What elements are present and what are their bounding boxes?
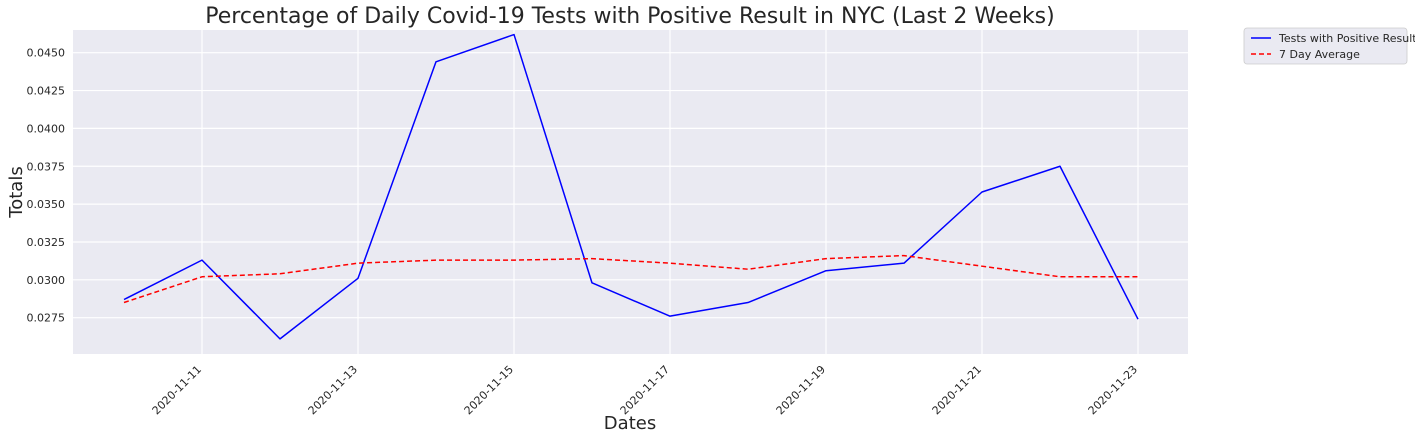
x-tick-label: 2020-11-15: [462, 363, 516, 417]
series-line-positive: [123, 33, 1139, 340]
x-tick-label: 2020-11-17: [618, 363, 672, 417]
legend: Tests with Positive Result 7 Day Average: [1243, 27, 1415, 65]
y-tick-label: 0.0450: [27, 47, 66, 60]
legend-box: [1243, 27, 1408, 65]
y-axis-ticks: 0.0275 0.0300 0.0325 0.0350 0.0375 0.0400 0.04…: [27, 47, 66, 325]
x-tick-label: 2020-11-19: [774, 363, 828, 417]
chart-title: Percentage of Daily Covid-19 Tests with …: [205, 4, 1054, 29]
y-tick-label: 0.0375: [27, 160, 66, 173]
y-tick-label: 0.0275: [27, 312, 66, 325]
y-tick-label: 0.0400: [27, 122, 66, 135]
y-tick-label: 0.0350: [27, 198, 66, 211]
x-tick-label: 2020-11-13: [306, 363, 360, 417]
plot-area: [73, 30, 1188, 354]
x-axis-label: Dates: [604, 413, 656, 434]
y-tick-label: 0.0325: [27, 236, 66, 249]
y-tick-label: 0.0300: [27, 274, 66, 287]
legend-label-average: 7 Day Average: [1279, 48, 1360, 61]
y-axis-label: Totals: [6, 166, 27, 218]
series-line-average: [123, 254, 1138, 304]
x-tick-label: 2020-11-21: [930, 363, 984, 417]
y-tick-label: 0.0425: [27, 85, 66, 98]
x-axis-ticks: 2020-11-11 2020-11-13 2020-11-15 2020-11-17…: [150, 363, 1140, 417]
x-tick-label: 2020-11-11: [150, 363, 204, 417]
series-lines: [123, 33, 1139, 340]
legend-label-positive: Tests with Positive Result: [1278, 32, 1415, 45]
x-tick-label: 2020-11-23: [1086, 363, 1140, 417]
